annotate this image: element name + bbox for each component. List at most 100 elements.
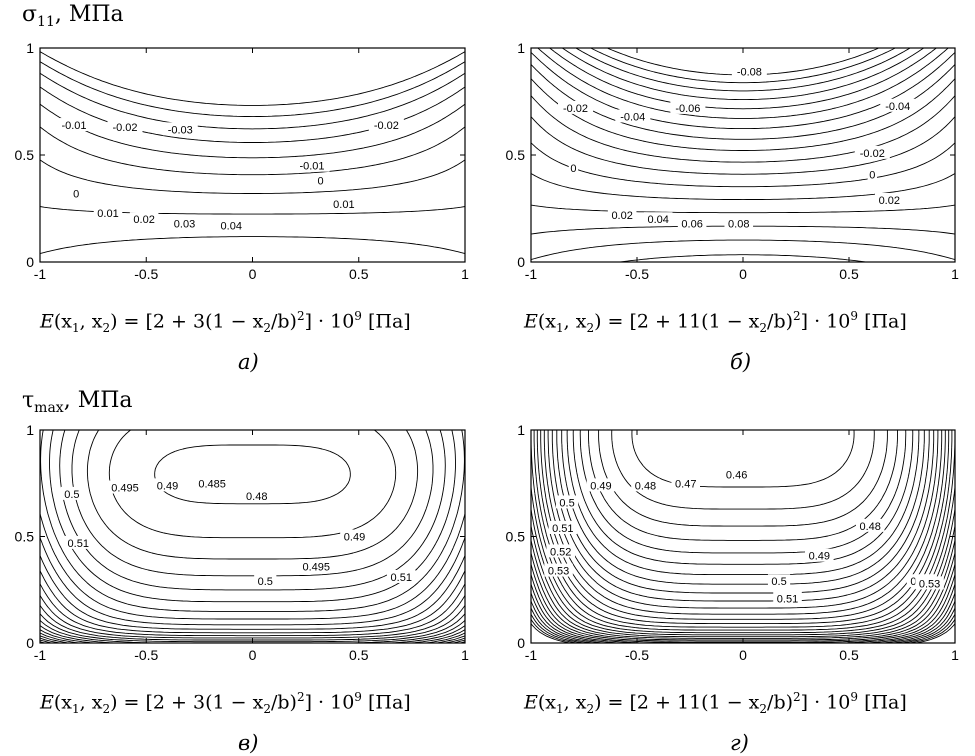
contour-label-bg <box>170 216 199 230</box>
contour-label: 0.51 <box>391 572 412 584</box>
contour-line <box>86 429 419 560</box>
contour-label-bg <box>107 480 143 494</box>
contour-line <box>572 429 914 565</box>
contour-label-bg <box>329 197 359 211</box>
x-tick-label: 0.5 <box>349 266 369 282</box>
contour-panel-4: -1 -0.5 0 0.5 100.510.49 0.48 0.470.460.50.510… <box>506 422 960 663</box>
contour-label: 0.49 <box>590 480 611 492</box>
x-tick-label: -0.5 <box>134 647 158 663</box>
panel-letter-c: в) <box>238 731 259 755</box>
contour-label: 0.5 <box>64 489 79 501</box>
contour-line <box>39 159 466 194</box>
contour-line <box>579 429 907 554</box>
contour-label: 0.53 <box>548 566 569 578</box>
contour-line <box>543 430 943 615</box>
contour-label-bg <box>724 216 754 230</box>
contour-label: 0.48 <box>635 480 656 492</box>
contour-label: 0.5 <box>258 576 273 588</box>
formula-a: E(x1, x2) = [2 + 3(1 − x2/b)2] · 109 [Па… <box>40 309 411 336</box>
contour-line <box>562 47 924 101</box>
contour-label-bg <box>368 118 404 132</box>
contour-label-bg <box>555 495 579 509</box>
contour-label-bg <box>129 212 159 226</box>
contour-label-bg <box>71 186 81 200</box>
contour-label: 0.51 <box>68 538 89 550</box>
contour-line <box>39 86 466 143</box>
contour-line <box>547 430 939 609</box>
contour-label: 0.02 <box>879 195 900 207</box>
contour-label-bg <box>162 122 198 136</box>
contour-label-bg <box>63 535 93 549</box>
contour-lines <box>39 51 466 255</box>
contour-label: 0.48 <box>859 521 880 533</box>
x-tick-label: -0.5 <box>625 647 649 663</box>
contour-label: 0 <box>317 176 323 188</box>
contour-label-bg <box>677 216 707 230</box>
contour-label-bg <box>254 574 277 588</box>
plot-frame <box>39 47 466 263</box>
contour-label: 0.02 <box>133 214 154 226</box>
contour-line <box>590 47 896 84</box>
contour-line <box>561 430 925 585</box>
row-title-tau: τmax, МПа <box>22 388 133 416</box>
contour-label: 0.48 <box>246 491 267 503</box>
x-tick-label: -0.5 <box>625 266 649 282</box>
contour-line <box>556 430 930 594</box>
x-tick-label: -1 <box>34 647 47 663</box>
contour-line <box>611 429 875 510</box>
contour-line <box>39 236 466 255</box>
contour-label-bg <box>558 100 594 114</box>
contour-label-bg <box>915 576 944 590</box>
x-tick-label: 0 <box>249 266 257 282</box>
x-tick-label: 0 <box>739 266 747 282</box>
contour-label-bg <box>107 120 143 134</box>
row-title-sigma: σ11, МПа <box>22 2 124 30</box>
formula-c: E(x1, x2) = [2 + 3(1 − x2/b)2] · 109 [Па… <box>40 690 411 717</box>
y-tick-label: 0 <box>517 635 525 651</box>
contour-label-bg <box>767 574 791 588</box>
title-symbol: τ <box>22 388 35 413</box>
contour-label-bg <box>153 478 182 492</box>
contour-label-bg <box>340 529 369 543</box>
panel-letter-a: а) <box>238 350 259 374</box>
contour-label: 0.495 <box>111 483 139 495</box>
x-tick-label: 0 <box>739 647 747 663</box>
contour-line <box>537 47 949 119</box>
y-tick-label: 0.5 <box>15 529 35 545</box>
formula-b: E(x1, x2) = [2 + 11(1 − x2/b)2] · 109 [П… <box>524 309 907 336</box>
contour-line <box>549 47 937 110</box>
contour-line <box>40 429 465 612</box>
contour-line <box>530 430 956 631</box>
contour-label: -0.04 <box>885 101 910 113</box>
contour-line <box>551 430 935 602</box>
contour-label-bg <box>671 476 701 490</box>
contour-line <box>154 444 351 505</box>
contour-label-bg <box>854 145 890 159</box>
contour-label: 0.04 <box>647 214 668 226</box>
contour-label: 0 <box>570 163 576 175</box>
contour-line <box>39 570 466 634</box>
contour-line <box>530 486 956 634</box>
contour-line <box>575 47 911 92</box>
y-tick-label: 1 <box>26 422 34 438</box>
contour-label: 0.53 <box>919 578 940 590</box>
contour-label: 0.5 <box>771 576 786 588</box>
contour-label-bg <box>631 478 660 492</box>
contour-line <box>39 555 466 630</box>
contour-label-bg <box>615 109 651 123</box>
contour-label: -0.01 <box>299 161 324 173</box>
x-tick-label: -1 <box>34 266 47 282</box>
contour-label: 0.46 <box>726 470 747 482</box>
contour-label: 0 <box>73 189 79 201</box>
contour-line <box>530 239 956 261</box>
contour-label-bg <box>722 467 751 481</box>
contour-label-bg <box>194 476 230 490</box>
x-tick-label: -1 <box>525 647 538 663</box>
contour-line <box>39 61 466 118</box>
contour-label: 0.02 <box>611 210 632 222</box>
title-subscript: max <box>34 400 64 416</box>
contour-label-bg <box>586 478 616 492</box>
contour-label-bg <box>731 64 767 78</box>
title-unit: , МПа <box>63 388 133 413</box>
contour-line <box>39 613 466 643</box>
